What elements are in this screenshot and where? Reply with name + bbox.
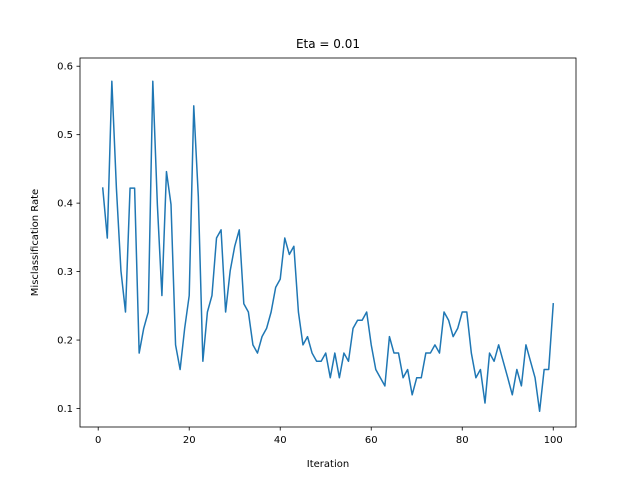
y-tick-label: 0.4: [57, 199, 73, 210]
series-line: [101, 80, 555, 412]
y-tick-label: 0.1: [57, 404, 73, 415]
x-tick-label: 100: [544, 435, 563, 446]
x-tick-label: 20: [183, 435, 196, 446]
y-axis-label: Misclassification Rate: [30, 189, 41, 296]
y-tick-label: 0.3: [57, 267, 73, 278]
series-layer: [101, 80, 555, 412]
x-tick-label: 60: [365, 435, 378, 446]
chart-title: Eta = 0.01: [296, 37, 360, 51]
y-tick-label: 0.6: [57, 62, 73, 73]
y-tick-label: 0.2: [57, 336, 73, 347]
x-axis-ticks: 0 20 40 60 80 100: [95, 427, 563, 446]
y-axis-ticks: 0.1 0.2 0.3 0.4 0.5 0.6: [57, 62, 80, 415]
x-tick-label: 40: [274, 435, 287, 446]
y-tick-label: 0.5: [57, 130, 73, 141]
x-tick-label: 80: [456, 435, 469, 446]
plot-frame: [79, 57, 577, 428]
x-axis-label: Iteration: [307, 459, 349, 470]
x-tick-label: 0: [95, 435, 101, 446]
